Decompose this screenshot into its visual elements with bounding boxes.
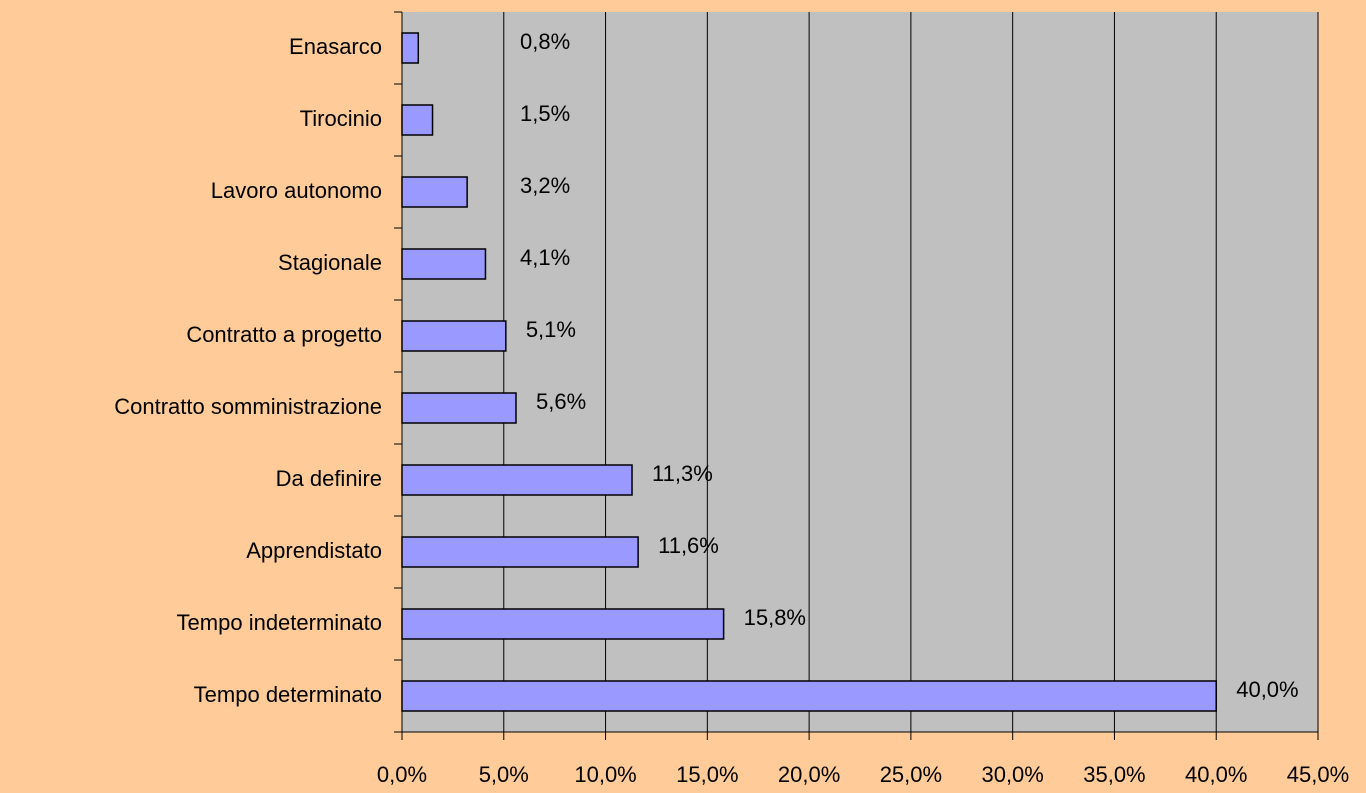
x-tick-label: 25,0% [880,762,942,787]
value-label: 11,3% [652,461,713,486]
bar [401,104,434,136]
value-label: 0,8% [520,29,570,54]
value-label: 4,1% [520,245,570,270]
y-tick-label: Contratto a progetto [186,322,382,347]
x-tick-label: 20,0% [778,762,840,787]
bar [401,32,420,64]
value-label: 5,6% [536,389,586,414]
x-tick-label: 15,0% [676,762,738,787]
value-label: 40,0% [1236,677,1298,702]
bar [401,392,517,424]
x-tick-label: 30,0% [981,762,1043,787]
value-label: 15,8% [744,605,806,630]
value-label: 1,5% [520,101,570,126]
y-tick-label: Enasarco [289,34,382,59]
y-tick-label: Tirocinio [300,106,382,131]
bar [401,176,468,208]
y-tick-label: Tempo indeterminato [177,610,382,635]
bar [401,608,725,640]
x-tick-label: 35,0% [1083,762,1145,787]
bar [401,536,639,568]
y-tick-label: Stagionale [278,250,382,275]
value-label: 11,6% [658,533,719,558]
bar [401,320,507,352]
x-tick-label: 0,0% [377,762,427,787]
bar [401,464,633,496]
x-tick-label: 10,0% [574,762,636,787]
x-tick-label: 45,0% [1287,762,1349,787]
y-tick-label: Contratto somministrazione [114,394,382,419]
value-label: 3,2% [520,173,570,198]
y-tick-label: Apprendistato [246,538,382,563]
bar [401,680,1217,712]
x-tick-label: 5,0% [479,762,529,787]
value-label: 5,1% [526,317,576,342]
y-tick-label: Lavoro autonomo [211,178,382,203]
bar [401,248,487,280]
x-tick-label: 40,0% [1185,762,1247,787]
y-tick-label: Tempo determinato [194,682,382,707]
y-tick-label: Da definire [276,466,382,491]
